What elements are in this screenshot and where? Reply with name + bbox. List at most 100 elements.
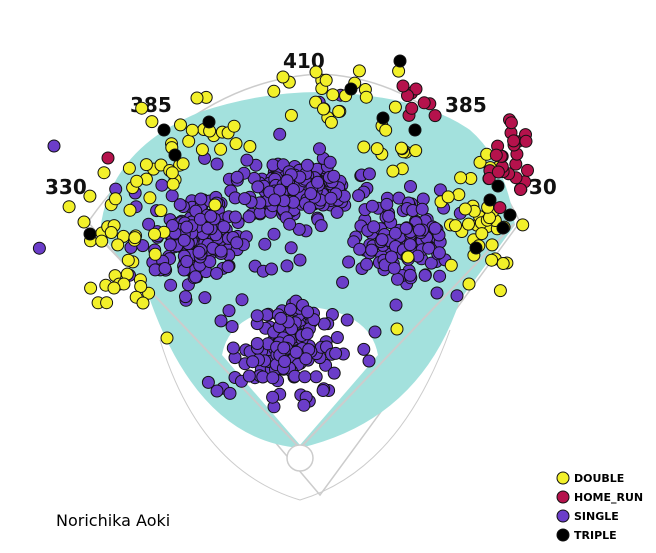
hit-marker-double [185, 123, 199, 137]
hit-marker-double [62, 200, 76, 214]
hit-marker-double [109, 192, 122, 206]
home-plate-area [286, 444, 314, 472]
hit-marker-single [278, 355, 292, 368]
hit-marker-single [240, 153, 254, 167]
hit-marker-double [485, 238, 499, 252]
hit-marker-single [301, 305, 315, 319]
hit-marker-single [180, 255, 194, 268]
hit-marker-single [286, 183, 300, 196]
hit-marker-single [391, 272, 404, 286]
hit-marker-single [210, 384, 224, 398]
legend-label-triple: TRIPLE [574, 529, 617, 542]
hit-marker-single [357, 342, 371, 356]
hit-marker-single [304, 187, 318, 201]
hit-marker-double [139, 158, 153, 172]
hit-marker-double [441, 190, 455, 204]
hit-marker-double [195, 143, 209, 157]
hit-marker-single [297, 398, 311, 412]
hit-marker-triple [202, 115, 216, 129]
hit-marker-single [192, 245, 206, 259]
hit-marker-double [493, 284, 507, 298]
hit-marker-single [230, 170, 244, 184]
hit-marker-single [284, 241, 298, 255]
hit-marker-single [222, 304, 236, 318]
hit-marker-single [382, 209, 396, 223]
hit-marker-single [299, 352, 313, 366]
hit-marker-single [204, 209, 218, 223]
hit-marker-double [462, 217, 475, 231]
hit-marker-double [326, 88, 340, 102]
hit-marker-single [403, 238, 417, 252]
hit-marker-single [225, 320, 239, 333]
hit-marker-double [496, 257, 510, 270]
hit-marker-double [475, 227, 489, 241]
warning-track-bottom [159, 329, 451, 501]
hit-marker-single [280, 174, 294, 188]
hit-marker-single [340, 313, 354, 327]
hit-marker-single [430, 286, 444, 300]
hit-marker-single [327, 366, 341, 380]
hit-marker-double [485, 253, 499, 267]
hit-marker-triple [503, 208, 517, 222]
hit-marker-double [352, 64, 366, 78]
hit-marker-single [32, 241, 46, 255]
hit-marker-home-run [507, 134, 521, 148]
hit-marker-single [389, 298, 403, 312]
field [87, 73, 521, 501]
hit-marker-single [266, 371, 280, 385]
legend-marker-triple [556, 528, 570, 542]
hit-marker-single [273, 127, 287, 141]
hit-marker-single [330, 205, 344, 219]
legend-item-single: SINGLE [556, 509, 619, 523]
hit-marker-triple [83, 227, 97, 241]
hit-marker-single [303, 201, 316, 215]
hit-marker-single [268, 193, 282, 207]
hit-marker-triple [496, 221, 510, 235]
hit-marker-single [415, 202, 429, 216]
hit-marker-single [403, 268, 417, 282]
hit-marker-single [362, 167, 376, 181]
hit-marker-single [142, 217, 156, 231]
hit-marker-double [458, 202, 472, 216]
legend-label-single: SINGLE [574, 510, 619, 523]
hit-marker-single [404, 180, 417, 193]
hit-marker-home-run [521, 163, 534, 177]
hit-marker-single [432, 246, 446, 260]
hit-marker-single [368, 325, 382, 339]
hit-marker-triple [157, 123, 171, 137]
hit-marker-home-run [489, 148, 503, 162]
hit-marker-single [267, 227, 281, 241]
hit-marker-single [353, 242, 367, 256]
hit-marker-single [336, 275, 350, 289]
hit-marker-single [250, 337, 264, 350]
hit-marker-single [293, 253, 307, 267]
hit-marker-double [128, 231, 142, 245]
hit-marker-double [516, 218, 530, 232]
hit-marker-double [409, 144, 423, 158]
hit-marker-double [227, 119, 241, 133]
hit-marker-double [176, 157, 190, 171]
hit-marker-home-run [519, 134, 533, 148]
hit-marker-single [242, 369, 256, 383]
hit-marker-single [428, 221, 442, 235]
hit-marker-single [422, 241, 436, 255]
hit-marker-single [418, 268, 432, 282]
hit-marker-single [223, 386, 237, 400]
hit-marker-double [148, 227, 161, 241]
hit-marker-double [284, 108, 298, 122]
player-name: Norichika Aoki [56, 511, 170, 530]
hit-marker-single [298, 370, 312, 384]
distance-left-line: 330 [45, 175, 87, 199]
hit-marker-home-run [101, 151, 115, 165]
hit-marker-triple [483, 193, 497, 207]
hit-marker-single [217, 220, 231, 234]
hit-marker-double [148, 247, 162, 261]
hit-marker-single [375, 233, 389, 247]
hit-marker-single [385, 250, 398, 264]
hit-marker-single [342, 255, 356, 269]
hit-marker-double [190, 91, 204, 105]
hit-marker-triple [491, 179, 505, 193]
hit-marker-triple [376, 111, 390, 125]
hit-marker-single [424, 256, 438, 270]
